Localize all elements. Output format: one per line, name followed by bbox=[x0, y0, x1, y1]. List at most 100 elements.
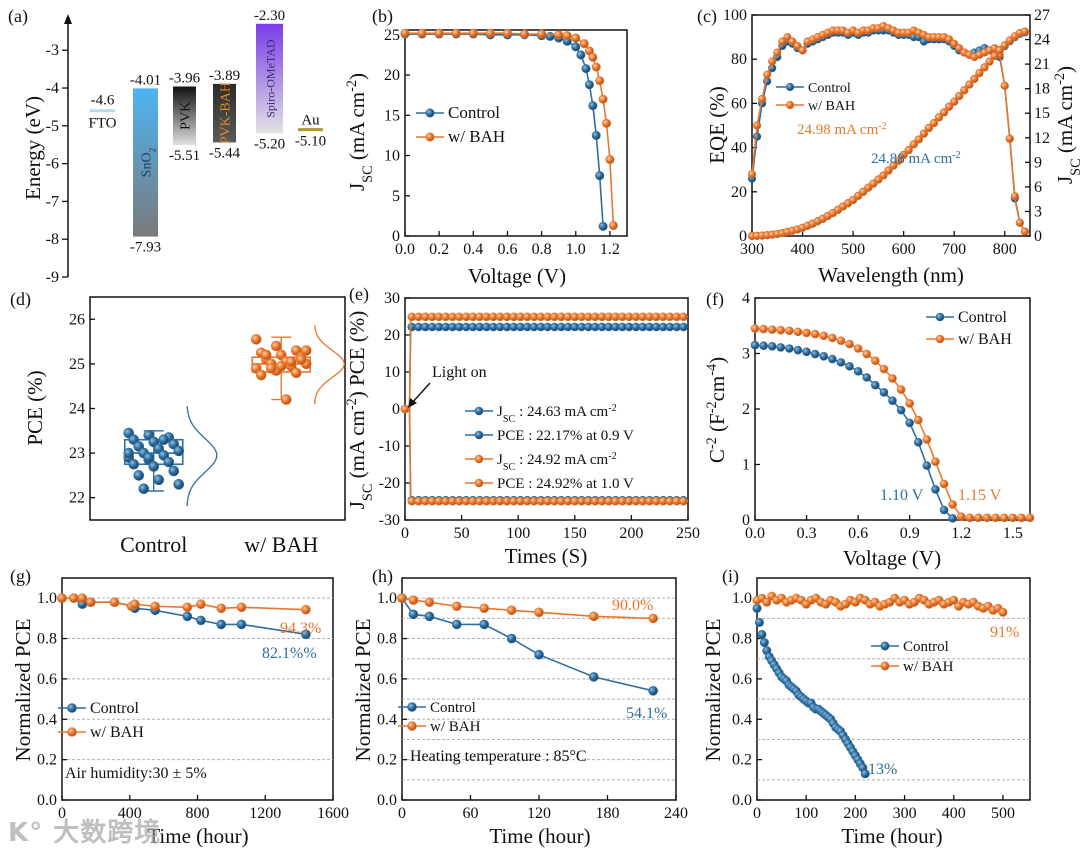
data-point bbox=[648, 686, 658, 696]
data-point bbox=[85, 597, 96, 608]
data-point bbox=[1020, 227, 1030, 236]
data-point bbox=[914, 135, 923, 144]
box-w-bah bbox=[250, 325, 345, 405]
y2-tick-label: 15 bbox=[1034, 105, 1050, 122]
y-axis-label: JSC (mA cm-2) PCE (%) bbox=[344, 311, 376, 510]
data-point bbox=[534, 607, 544, 618]
panel-label: (h) bbox=[372, 566, 393, 587]
x-tick-label: 0.2 bbox=[429, 241, 449, 258]
data-point bbox=[763, 70, 772, 79]
x-tick-label: 600 bbox=[892, 241, 916, 258]
data-point bbox=[785, 326, 794, 336]
annotation: 1.10 V bbox=[880, 487, 924, 504]
data-point bbox=[554, 30, 564, 40]
data-point bbox=[182, 611, 193, 622]
data-point bbox=[776, 343, 786, 352]
x-tick-label: 0 bbox=[401, 525, 409, 542]
legend-marker bbox=[67, 703, 77, 713]
y-tick-label: 0.6 bbox=[732, 671, 752, 688]
data-point bbox=[939, 505, 949, 515]
legend-marker bbox=[935, 312, 945, 322]
data-point bbox=[793, 327, 803, 337]
y-axis-label: EQE (%) bbox=[705, 86, 729, 164]
box-control bbox=[123, 406, 218, 507]
energy-level-1: -4.01 -7.93 SnO2 bbox=[130, 72, 161, 255]
data-point bbox=[182, 602, 193, 613]
legend-marker bbox=[880, 661, 890, 671]
y-tick-label: 0.8 bbox=[377, 631, 397, 648]
data-point bbox=[879, 364, 889, 374]
level-value: -5.20 bbox=[254, 136, 285, 152]
level-value: -7.93 bbox=[130, 240, 161, 256]
data-point bbox=[400, 28, 410, 38]
data-point bbox=[862, 349, 872, 359]
data-point bbox=[285, 356, 297, 367]
data-point bbox=[759, 324, 768, 334]
data-point bbox=[143, 452, 155, 463]
data-point bbox=[576, 50, 586, 60]
y-tick-label: 10 bbox=[384, 148, 400, 165]
legend-entry: JSC : 24.92 mA cm-2 bbox=[465, 451, 617, 473]
y-tick-label: 0 bbox=[739, 228, 747, 245]
data-point bbox=[584, 80, 594, 90]
legend-entry: Control bbox=[926, 309, 1007, 326]
data-point bbox=[255, 369, 267, 381]
y-tick-label: 20 bbox=[384, 67, 400, 84]
y-tick-label: -30 bbox=[379, 512, 400, 529]
data-point bbox=[236, 619, 247, 630]
legend-label: Control bbox=[90, 700, 139, 717]
x-tick-label: 100 bbox=[506, 525, 530, 542]
x-tick-label: 0 bbox=[753, 805, 761, 822]
legend-marker bbox=[880, 641, 890, 651]
category-label: Control bbox=[120, 532, 187, 557]
level-value: -4.6 bbox=[91, 93, 115, 109]
y-tick-label: 20 bbox=[384, 327, 400, 344]
panel-label: (g) bbox=[10, 566, 31, 587]
x-tick-label: 0 bbox=[398, 805, 406, 822]
y2-tick-label: 21 bbox=[1034, 56, 1050, 73]
data-point bbox=[588, 611, 599, 622]
data-point bbox=[845, 339, 854, 349]
level-value: -2.30 bbox=[254, 8, 285, 24]
y-tick-label: 0.8 bbox=[37, 631, 57, 648]
data-point bbox=[905, 399, 914, 408]
panel-label: (c) bbox=[697, 6, 717, 27]
axis-arrow-icon bbox=[64, 14, 72, 24]
legend-entry: PCE : 24.92% at 1.0 V bbox=[465, 476, 634, 492]
data-point bbox=[579, 39, 589, 49]
x-tick-label: 0.0 bbox=[395, 241, 415, 258]
data-point bbox=[1020, 27, 1030, 36]
legend-entry: w/ BAH bbox=[398, 719, 481, 735]
y-tick-label: 26 bbox=[69, 311, 85, 328]
y-tick-label: 24 bbox=[69, 401, 85, 418]
data-point bbox=[163, 456, 175, 468]
data-point bbox=[295, 354, 307, 365]
y-tick-label: 0.8 bbox=[732, 631, 752, 648]
legend-label: Control bbox=[903, 639, 949, 655]
data-point bbox=[280, 394, 292, 405]
y-tick-label: 0.6 bbox=[377, 671, 397, 688]
legend-entry: w/ BAH bbox=[776, 99, 855, 114]
y-tick-label: 0 bbox=[392, 401, 400, 418]
data-point bbox=[1017, 513, 1026, 523]
data-point bbox=[451, 619, 462, 630]
y-tick-label: 10 bbox=[384, 364, 400, 381]
legend-marker bbox=[474, 478, 484, 488]
legend-marker bbox=[425, 132, 435, 142]
data-point bbox=[924, 123, 934, 133]
data-point bbox=[998, 607, 1008, 617]
data-point bbox=[888, 396, 897, 405]
data-point bbox=[506, 605, 517, 616]
legend-entry: Control bbox=[398, 700, 476, 716]
x-tick-label: 0.8 bbox=[532, 241, 552, 258]
data-point bbox=[845, 361, 854, 371]
data-point bbox=[598, 94, 608, 104]
x-tick-label: 500 bbox=[991, 805, 1015, 822]
plot-frame bbox=[89, 296, 346, 521]
level-value: -5.51 bbox=[169, 148, 200, 164]
legend-entry: w/ BAH bbox=[926, 331, 1012, 348]
legend-marker bbox=[474, 430, 484, 440]
panel-g: 0 400 800 1200 1600 0.0 0.2 0.4 0.6 0.8 1.0 Time (h… bbox=[10, 566, 349, 848]
x-axis-label: Times (S) bbox=[505, 544, 588, 568]
data-point bbox=[758, 94, 767, 104]
